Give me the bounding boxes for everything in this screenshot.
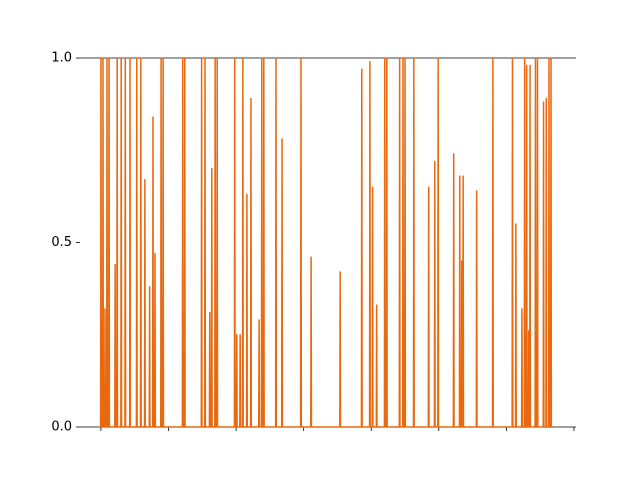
y-tick-label: 0.0 [51,420,72,435]
y-tick-label: 0.5 [51,235,72,250]
y-tick-label: 1.0 [51,51,72,66]
data-line [99,57,553,428]
